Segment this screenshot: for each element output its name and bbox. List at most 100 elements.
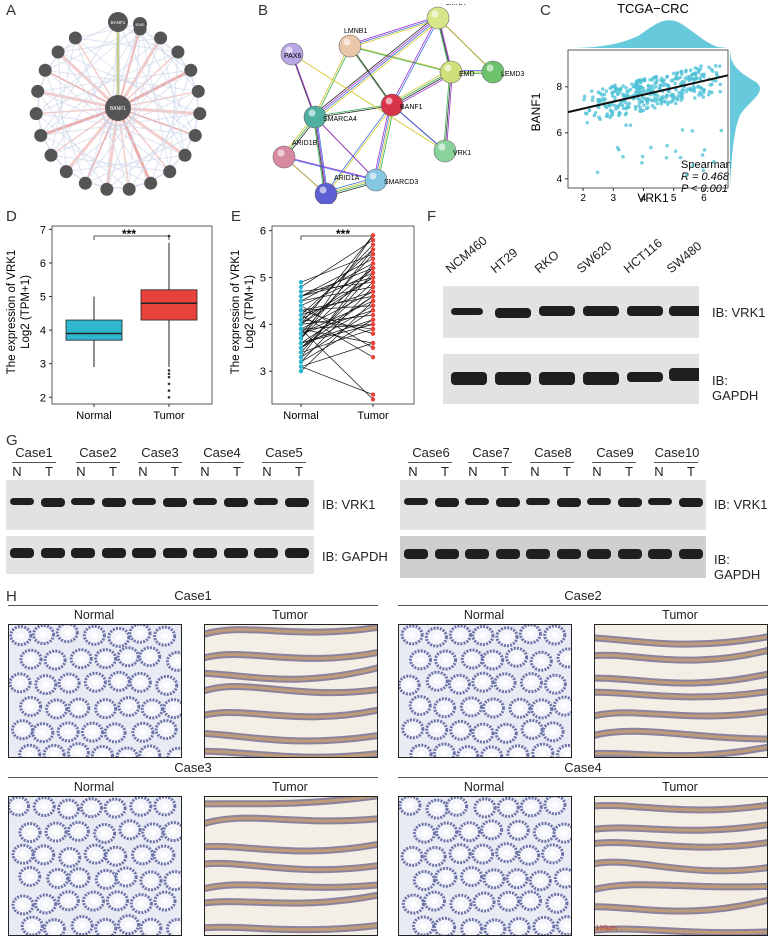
- scatter-point: [615, 87, 620, 91]
- point-tumor: [370, 280, 376, 285]
- gland-lumen: [408, 631, 416, 638]
- lane-label-n: N: [76, 464, 86, 479]
- box-outlier: [167, 382, 171, 386]
- scatter-point: [701, 95, 706, 99]
- scatter-point: [640, 99, 645, 104]
- scatter-point: [592, 113, 597, 118]
- gland-lumen: [112, 853, 120, 860]
- point-tumor: [370, 345, 376, 350]
- band-gapdh: [539, 372, 575, 385]
- gland-lumen: [123, 753, 131, 757]
- string-edge: [316, 19, 441, 120]
- x-tick-label: 3: [611, 193, 617, 204]
- marginal-density-x: [568, 20, 728, 48]
- tumor-gland-stain: [595, 841, 767, 849]
- point-tumor: [370, 392, 376, 397]
- gland-lumen: [457, 727, 465, 734]
- band-vrk1: [132, 498, 156, 505]
- scatter-point: [613, 89, 617, 94]
- regression-line: [567, 74, 729, 114]
- gland-lumen: [74, 749, 82, 756]
- ihc-case-title: Case1: [174, 588, 212, 603]
- scatter-point: [677, 90, 681, 95]
- edge: [74, 37, 119, 109]
- scatter-point: [637, 88, 642, 93]
- network-node: [78, 176, 92, 190]
- string-edge: [312, 15, 437, 116]
- edge: [75, 23, 141, 39]
- pair-line: [300, 235, 374, 325]
- box-outlier: [167, 369, 171, 372]
- gland-lumen: [516, 705, 524, 712]
- box-outlier: [167, 375, 171, 379]
- scatter-point: [610, 85, 614, 89]
- band-gapdh: [465, 549, 489, 559]
- scatter-point: [617, 103, 622, 107]
- case-underline: [138, 462, 182, 463]
- gland-lumen: [50, 925, 58, 932]
- scatter-point: [690, 72, 694, 77]
- band-vrk1: [223, 498, 248, 507]
- point-tumor: [370, 317, 376, 322]
- scatter-point: [597, 115, 601, 120]
- tumor-gland-stain: [595, 729, 767, 741]
- scatter-point: [701, 72, 705, 77]
- edge: [40, 37, 161, 136]
- gland-lumen: [489, 705, 497, 712]
- point-tumor: [370, 242, 376, 247]
- panel-label-h: H: [6, 588, 17, 605]
- scatter-point: [664, 95, 668, 100]
- gland-lumen: [488, 826, 496, 833]
- gland: [90, 745, 114, 757]
- string-node-label: VRK1: [453, 150, 471, 157]
- ihc-normal-label: Normal: [73, 608, 115, 622]
- gland-lumen: [146, 653, 154, 660]
- scatter-point: [639, 109, 644, 113]
- scatter-point: [698, 76, 702, 81]
- edge: [117, 21, 192, 71]
- gland-lumen: [87, 804, 95, 811]
- edge: [57, 50, 120, 110]
- band-gapdh: [617, 549, 642, 559]
- y-tick-label: 4: [260, 319, 266, 331]
- pair-line: [300, 281, 374, 349]
- scatter-point: [582, 94, 587, 99]
- band-vrk1: [583, 306, 619, 316]
- lane-label-t: T: [109, 464, 117, 479]
- edge: [40, 21, 119, 136]
- scatter-point: [707, 65, 711, 70]
- band-gapdh: [669, 368, 699, 381]
- string-edge: [315, 117, 328, 195]
- edge: [116, 107, 153, 184]
- gland-lumen: [538, 705, 546, 712]
- scatter-point: [692, 86, 697, 91]
- gland: [456, 745, 480, 757]
- scatter-point: [687, 78, 692, 83]
- ihc-image-normal: [398, 624, 572, 758]
- scatter-point: [620, 103, 625, 108]
- gland: [18, 743, 42, 757]
- case-label: Case3: [141, 445, 179, 460]
- chart-e-ylabel1: The expression of VRK1: [230, 250, 242, 375]
- gland-lumen: [479, 730, 487, 737]
- string-edge: [348, 16, 437, 46]
- cell-line-label: NCM460: [443, 233, 490, 276]
- case-underline: [76, 462, 120, 463]
- ihc-case-underline: [8, 777, 378, 778]
- point-tumor: [370, 322, 376, 327]
- gland-lumen: [137, 900, 145, 907]
- string-edge: [314, 17, 438, 117]
- pair-line: [300, 342, 374, 367]
- string-edge: [390, 17, 438, 105]
- y-tick-label: 5: [40, 292, 46, 304]
- tumor-gland-stain: [595, 745, 767, 757]
- network-node: [163, 165, 177, 179]
- gland-lumen: [26, 873, 34, 880]
- network-node-center: [105, 95, 131, 121]
- gland-lumen: [481, 804, 489, 811]
- panel-label-a: A: [6, 2, 17, 19]
- ihc-image-normal: [8, 796, 182, 936]
- scatter-point: [637, 97, 642, 102]
- network-node: [178, 148, 192, 162]
- gland: [556, 647, 571, 669]
